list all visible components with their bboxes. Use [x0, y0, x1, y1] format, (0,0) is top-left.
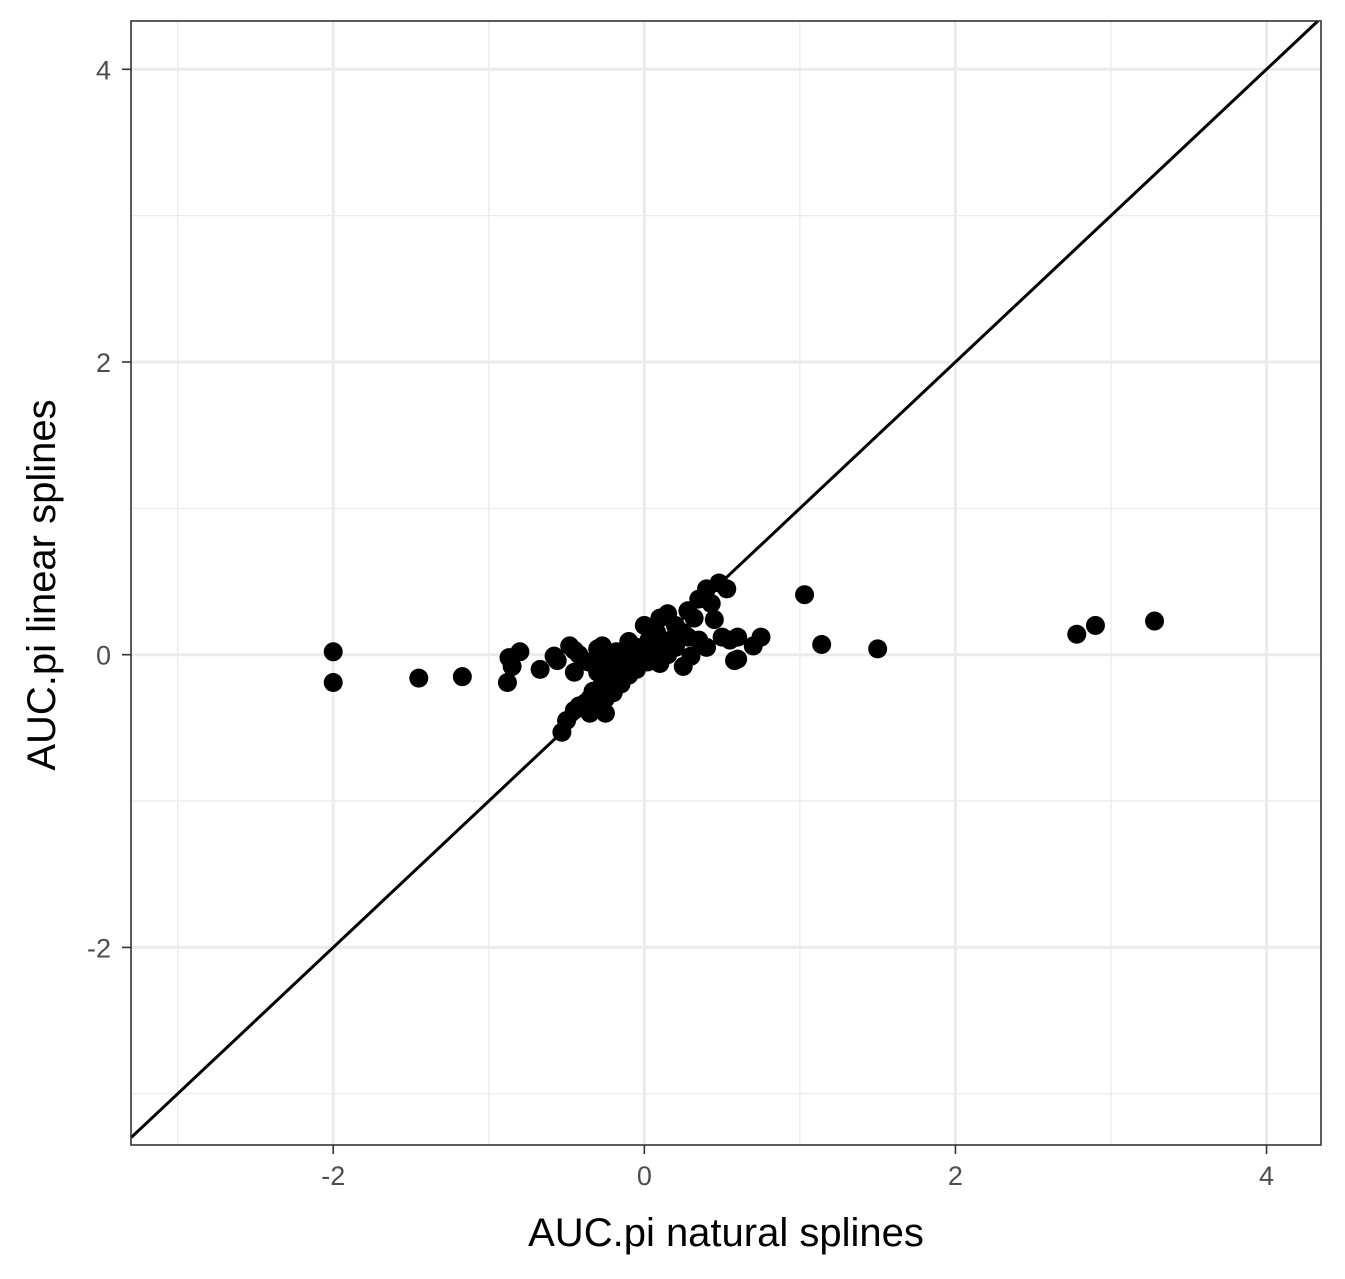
y-tick-label: 4 [96, 55, 111, 85]
x-axis-title: AUC.pi natural splines [528, 1211, 924, 1255]
data-point [595, 703, 615, 723]
data-point [564, 662, 584, 682]
data-point [323, 642, 343, 662]
data-point [673, 656, 693, 676]
data-point [510, 642, 530, 662]
data-point [751, 627, 771, 647]
data-point [728, 627, 748, 647]
x-axis-ticks: -2 0 2 4 [321, 1145, 1274, 1191]
y-tick-label: 2 [96, 348, 111, 378]
data-point [1145, 611, 1165, 631]
data-point [868, 639, 888, 659]
x-tick-label: 0 [637, 1161, 652, 1191]
data-point [1085, 615, 1105, 635]
data-point [552, 722, 572, 742]
data-point [323, 673, 343, 693]
plot-panel-border [130, 20, 1322, 1146]
x-tick-label: 2 [948, 1161, 963, 1191]
data-point [795, 585, 815, 605]
data-point [580, 689, 600, 709]
data-point [704, 610, 724, 630]
data-point [647, 648, 667, 668]
data-point [497, 673, 517, 693]
data-point [530, 659, 550, 679]
data-point [728, 649, 748, 669]
data-point [502, 656, 522, 676]
x-tick-label: 4 [1259, 1161, 1274, 1191]
minor-gridlines [131, 21, 1321, 1145]
data-point [717, 579, 737, 599]
data-point [619, 642, 639, 662]
data-point [812, 634, 832, 654]
data-point [452, 667, 472, 687]
data-point [603, 645, 623, 665]
data-point [642, 627, 662, 647]
y-tick-label: -2 [87, 933, 111, 963]
data-point [409, 668, 429, 688]
data-point [678, 627, 698, 647]
y-axis-ticks: -2 0 2 4 [87, 55, 131, 963]
data-point [1067, 624, 1087, 644]
y-tick-label: 0 [96, 641, 111, 671]
y-axis-title: AUC.pi linear splines [20, 399, 64, 770]
data-points [323, 573, 1165, 742]
data-point [547, 651, 567, 671]
x-tick-label: -2 [321, 1161, 345, 1191]
data-point [662, 630, 682, 650]
data-point [684, 608, 704, 628]
data-point [701, 593, 721, 613]
